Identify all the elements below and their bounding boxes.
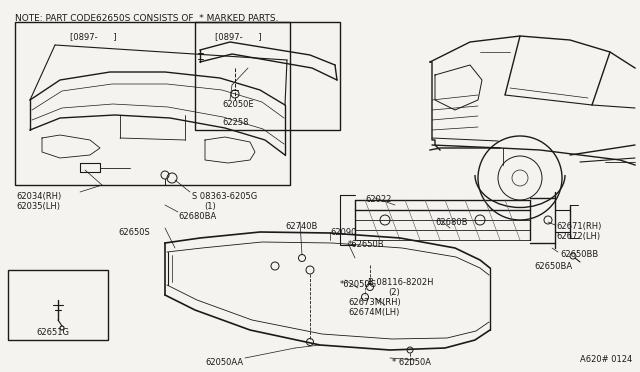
Text: 62674M(LH): 62674M(LH)	[348, 308, 399, 317]
Text: 62673M(RH): 62673M(RH)	[348, 298, 401, 307]
Text: 62650BB: 62650BB	[560, 250, 598, 259]
Text: * 62050A: * 62050A	[392, 358, 431, 367]
Text: 62035(LH): 62035(LH)	[16, 202, 60, 211]
Text: 62671(RH): 62671(RH)	[556, 222, 602, 231]
Text: B 08116-8202H: B 08116-8202H	[368, 278, 433, 287]
Text: *62650B: *62650B	[348, 240, 385, 249]
Text: (1): (1)	[204, 202, 216, 211]
Text: 62258: 62258	[222, 118, 248, 127]
Text: 62740B: 62740B	[285, 222, 317, 231]
Text: 62650S: 62650S	[118, 228, 150, 237]
Text: 62680B: 62680B	[435, 218, 467, 227]
Bar	[195, 22, 340, 130]
Text: 62050AA: 62050AA	[205, 358, 243, 367]
Text: 62672(LH): 62672(LH)	[556, 232, 600, 241]
Text: 62050E: 62050E	[222, 100, 253, 109]
Bar	[15, 22, 290, 185]
Text: NOTE: PART CODE62650S CONSISTS OF  * MARKED PARTS.: NOTE: PART CODE62650S CONSISTS OF * MARK…	[15, 14, 278, 23]
Text: 62680BA: 62680BA	[178, 212, 216, 221]
Text: 62034(RH): 62034(RH)	[16, 192, 61, 201]
Text: S 08363-6205G: S 08363-6205G	[192, 192, 257, 201]
Text: 62022: 62022	[365, 195, 392, 204]
Text: [0897-      ]: [0897- ]	[70, 32, 116, 41]
Bar	[8, 270, 108, 340]
Text: 62650BA: 62650BA	[534, 262, 572, 271]
Text: 62090: 62090	[330, 228, 356, 237]
Text: *62050G: *62050G	[340, 280, 377, 289]
Text: 62651G: 62651G	[36, 328, 69, 337]
Text: [0897-      ]: [0897- ]	[215, 32, 262, 41]
Text: A620# 0124: A620# 0124	[580, 355, 632, 364]
Text: (2): (2)	[388, 288, 400, 297]
